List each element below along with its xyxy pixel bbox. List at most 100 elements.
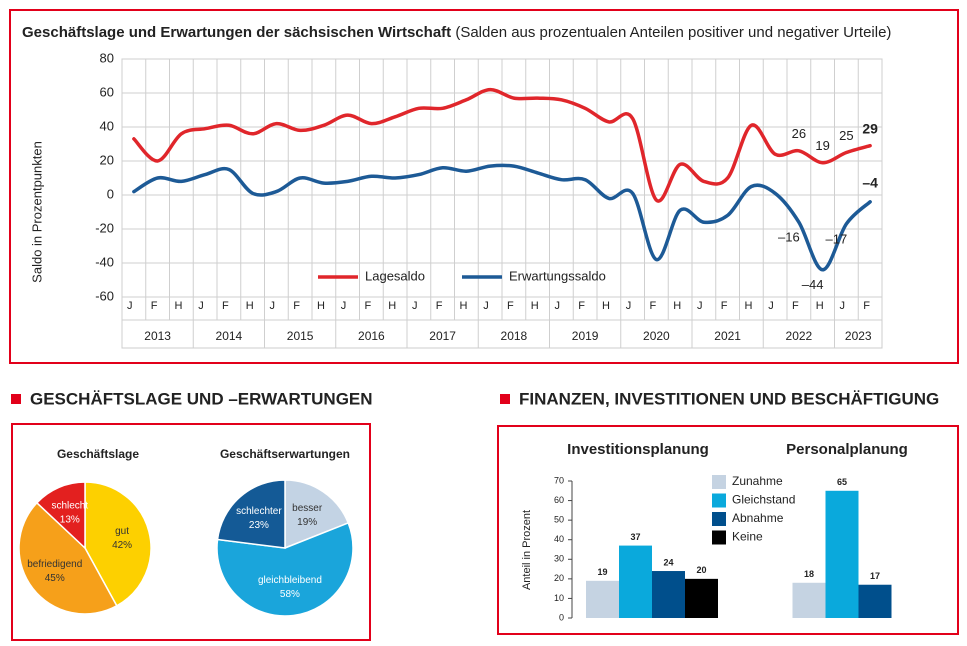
chart-title: Geschäftslage und Erwartungen der sächsi… <box>22 24 891 41</box>
group-title: Investitionsplanung <box>567 441 709 458</box>
x-tick-label: H <box>673 300 681 312</box>
y-tick-label: 40 <box>554 534 564 544</box>
x-tick-label: J <box>555 300 561 312</box>
y-axis-label: Anteil in Prozent <box>521 510 533 590</box>
x-tick-label: J <box>412 300 418 312</box>
bar <box>685 578 718 618</box>
slice-value: 42% <box>112 540 132 551</box>
legend-swatch <box>712 475 726 489</box>
x-tick-label: H <box>246 300 254 312</box>
line-series <box>132 87 872 203</box>
y-tick-label: 70 <box>554 475 564 485</box>
legend-swatch <box>712 512 726 526</box>
y-tick-label: -40 <box>95 254 114 269</box>
year-label: 2020 <box>643 329 670 343</box>
slice-value: 23% <box>249 520 269 531</box>
pie-slice <box>216 521 354 617</box>
y-tick-label: -60 <box>95 288 114 303</box>
data-label: 19 <box>815 138 829 153</box>
slice-value: 45% <box>45 573 65 584</box>
x-tick-label: J <box>127 300 133 312</box>
slice-label: befriedigend <box>27 559 82 570</box>
x-tick-label: F <box>222 300 229 312</box>
legend-label: Erwartungssaldo <box>509 268 606 283</box>
section-marker <box>11 394 21 404</box>
x-tick-label: F <box>650 300 657 312</box>
x-tick-label: H <box>388 300 396 312</box>
bar-label: 19 <box>597 567 607 577</box>
y-tick-label: 0 <box>107 186 114 201</box>
slice-label: schlecht <box>51 501 88 512</box>
x-tick-label: F <box>365 300 372 312</box>
x-tick-label: F <box>792 300 799 312</box>
bar-frame <box>497 425 959 635</box>
pie-slice <box>284 479 350 550</box>
pie-slice <box>84 481 152 607</box>
bar-label: 20 <box>696 565 706 575</box>
x-tick-label: F <box>863 300 870 312</box>
slice-value: 13% <box>60 515 80 526</box>
x-tick-label: F <box>293 300 300 312</box>
y-tick-label: 10 <box>554 593 564 603</box>
data-label: –17 <box>826 231 848 246</box>
data-label: –44 <box>802 277 824 292</box>
y-tick-label: 60 <box>554 495 564 505</box>
x-tick-label: J <box>341 300 347 312</box>
x-tick-label: H <box>745 300 753 312</box>
slice-value: 58% <box>280 589 300 600</box>
slice-label: schlechter <box>236 506 282 517</box>
bar-label: 65 <box>837 477 847 487</box>
pie-frame <box>11 423 371 641</box>
x-tick-label: J <box>768 300 774 312</box>
bar-label: 37 <box>630 532 640 542</box>
legend-swatch <box>712 530 726 545</box>
line-series <box>132 163 872 272</box>
year-label: 2023 <box>845 329 872 343</box>
bar <box>652 571 685 618</box>
x-tick-label: H <box>602 300 610 312</box>
title: Geschäftslage und Erwartungen der sächsi… <box>22 24 451 41</box>
y-tick-label: 80 <box>100 50 114 65</box>
data-label: –4 <box>862 175 878 191</box>
x-tick-label: F <box>507 300 514 312</box>
pie-title: Geschäftslage <box>57 447 139 461</box>
x-tick-label: H <box>816 300 824 312</box>
pie-slice <box>35 481 86 550</box>
year-label: 2022 <box>786 329 813 343</box>
bar-label: 17 <box>870 571 880 581</box>
y-tick-label: 60 <box>100 84 114 99</box>
slice-label: gleichbleibend <box>258 575 322 586</box>
year-label: 2019 <box>572 329 599 343</box>
x-tick-label: J <box>198 300 204 312</box>
bar-label: 18 <box>804 569 814 579</box>
legend-swatch <box>712 493 726 508</box>
x-tick-label: F <box>578 300 585 312</box>
x-tick-label: J <box>840 300 846 312</box>
data-label: 26 <box>792 126 806 141</box>
y-tick-label: 0 <box>559 612 564 622</box>
y-tick-label: 40 <box>100 118 114 133</box>
data-label: 25 <box>839 128 853 143</box>
x-tick-label: J <box>697 300 703 312</box>
slice-label: gut <box>115 526 129 537</box>
year-label: 2016 <box>358 329 385 343</box>
x-tick-label: J <box>626 300 632 312</box>
y-tick-label: 50 <box>554 515 564 525</box>
year-label: 2017 <box>429 329 456 343</box>
x-tick-label: F <box>151 300 158 312</box>
bar <box>619 545 652 618</box>
slice-value: 19% <box>297 517 317 528</box>
x-tick-label: F <box>436 300 443 312</box>
year-label: 2013 <box>144 329 171 343</box>
x-tick-label: H <box>317 300 325 312</box>
legend-label: Keine <box>732 530 763 544</box>
y-axis-label: Saldo in Prozentpunkten <box>29 141 44 283</box>
bar <box>858 584 892 618</box>
x-tick-label: J <box>483 300 489 312</box>
pie-title: Geschäftserwartungen <box>220 447 350 461</box>
year-label: 2018 <box>501 329 528 343</box>
line-chart-frame <box>9 9 959 364</box>
year-label: 2015 <box>287 329 314 343</box>
pie-slice <box>18 501 118 615</box>
